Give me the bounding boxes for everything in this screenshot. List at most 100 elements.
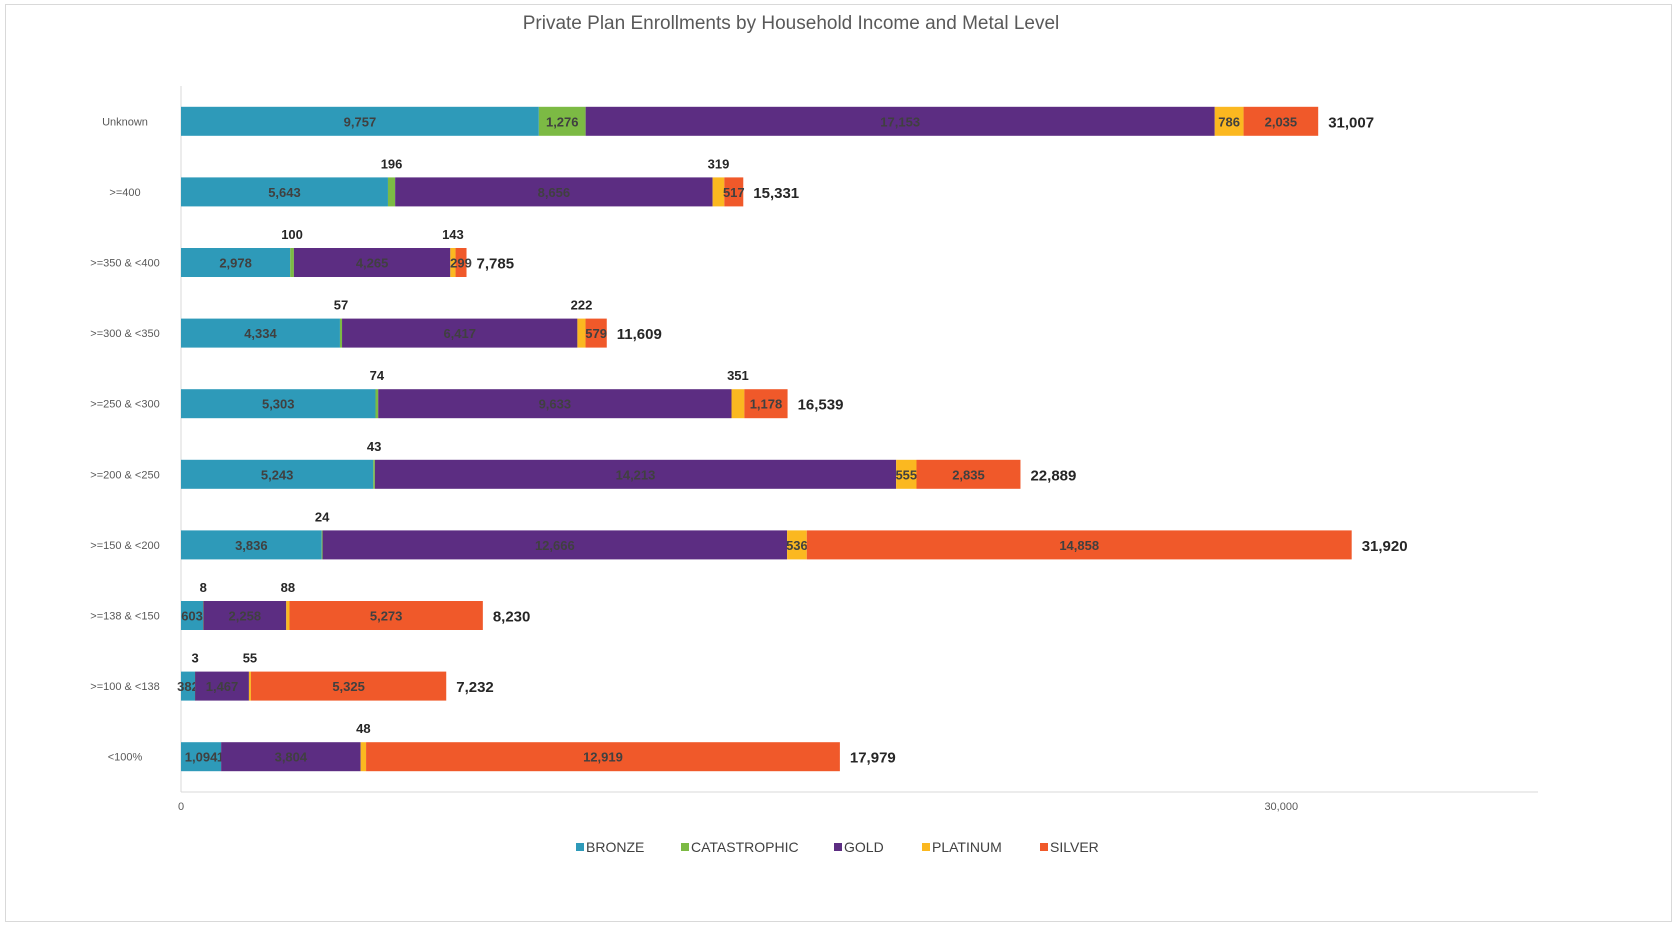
data-label-silver: 5,325 xyxy=(332,679,365,694)
data-label-catastrophic: 3 xyxy=(191,651,198,666)
x-tick-label: 0 xyxy=(178,801,184,813)
data-label-bronze: 5,643 xyxy=(268,185,301,200)
legend-swatch-bronze xyxy=(576,843,584,851)
data-label-platinum: 143 xyxy=(442,227,464,242)
bar-bronze xyxy=(181,177,388,207)
bar-catastrophic xyxy=(290,248,294,277)
bar-gold xyxy=(378,389,732,419)
category-label: >=200 & <250 xyxy=(90,469,159,481)
data-label-gold: 2,258 xyxy=(229,609,262,624)
data-label-bronze: 2,978 xyxy=(219,256,252,271)
category-label: >=150 & <200 xyxy=(90,540,159,552)
bar-bronze xyxy=(181,459,374,489)
bar-silver xyxy=(289,601,483,630)
bar-platinum xyxy=(712,177,725,207)
legend-label-platinum: PLATINUM xyxy=(932,839,1002,855)
data-label-gold: 9,633 xyxy=(539,397,572,412)
data-label-platinum: 536 xyxy=(786,538,808,553)
bar-silver xyxy=(455,248,467,277)
data-label-platinum: 88 xyxy=(281,580,295,595)
bar-platinum xyxy=(577,318,586,348)
data-label-silver: 2,035 xyxy=(1265,114,1298,129)
legend-label-gold: GOLD xyxy=(844,839,884,855)
data-label-catastrophic: 57 xyxy=(334,298,348,313)
bar-bronze xyxy=(181,248,291,277)
total-label: 7,785 xyxy=(477,256,515,273)
bar-silver xyxy=(744,389,788,419)
data-label-silver: 579 xyxy=(585,326,607,341)
x-tick-label: 30,000 xyxy=(1264,801,1298,813)
category-label: >=138 & <150 xyxy=(90,611,159,623)
bar-gold xyxy=(221,742,361,772)
data-label-platinum: 786 xyxy=(1218,114,1240,129)
bar-catastrophic xyxy=(375,389,379,419)
bar-catastrophic xyxy=(321,530,323,560)
data-label-gold: 12,666 xyxy=(535,538,575,553)
data-label-platinum: 319 xyxy=(708,156,730,171)
category-label: Unknown xyxy=(102,116,148,128)
data-label-silver: 14,858 xyxy=(1059,538,1099,553)
bar-platinum xyxy=(896,459,917,489)
data-label-catastrophic: 8 xyxy=(200,580,207,595)
data-label-catastrophic: 43 xyxy=(367,439,381,454)
bar-silver xyxy=(724,177,744,207)
data-label-bronze: 1,094 xyxy=(185,750,218,765)
legend-label-catastrophic: CATASTROPHIC xyxy=(691,839,799,855)
bar-catastrophic xyxy=(387,177,396,207)
data-label-platinum: 351 xyxy=(727,368,749,383)
category-label: >=250 & <300 xyxy=(90,399,159,411)
category-label: >=300 & <350 xyxy=(90,328,159,340)
bar-gold xyxy=(293,248,451,277)
chart-frame: Private Plan Enrollments by Household In… xyxy=(5,4,1672,922)
legend-swatch-silver xyxy=(1040,843,1048,851)
bar-catastrophic xyxy=(373,459,375,489)
data-label-catastrophic: 1,276 xyxy=(546,114,579,129)
data-label-gold: 8,656 xyxy=(538,185,571,200)
bar-catastrophic xyxy=(203,601,204,630)
legend-swatch-catastrophic xyxy=(681,843,689,851)
bar-silver xyxy=(806,530,1352,560)
bar-gold xyxy=(374,459,897,489)
total-label: 16,539 xyxy=(798,397,844,414)
bar-catastrophic xyxy=(339,318,343,348)
data-label-catastrophic: 74 xyxy=(370,368,385,383)
bar-platinum xyxy=(248,671,251,701)
bar-platinum xyxy=(450,248,456,277)
bar-gold xyxy=(203,601,287,630)
legend-label-silver: SILVER xyxy=(1050,839,1099,855)
data-label-silver: 12,919 xyxy=(583,750,623,765)
category-label: >=400 xyxy=(109,187,140,199)
bar-silver xyxy=(1243,106,1319,136)
data-label-catastrophic: 100 xyxy=(281,227,303,242)
total-label: 31,920 xyxy=(1362,538,1408,555)
bar-bronze xyxy=(181,106,539,136)
data-label-bronze: 5,243 xyxy=(261,467,294,482)
data-label-catastrophic: 24 xyxy=(315,509,330,524)
bar-catastrophic xyxy=(538,106,586,136)
data-label-silver: 517 xyxy=(723,185,745,200)
data-label-gold: 17,153 xyxy=(880,114,920,129)
bar-silver xyxy=(250,671,447,701)
bar-gold xyxy=(395,177,713,207)
data-label-platinum: 222 xyxy=(571,298,593,313)
data-label-platinum: 55 xyxy=(243,651,257,666)
bar-bronze xyxy=(181,389,376,419)
data-label-gold: 3,804 xyxy=(275,750,308,765)
total-label: 17,979 xyxy=(850,750,896,767)
data-label-silver: 2,835 xyxy=(952,467,985,482)
data-label-catastrophic: 196 xyxy=(381,156,403,171)
category-label: <100% xyxy=(108,752,143,764)
category-label: >=350 & <400 xyxy=(90,258,159,270)
bar-gold xyxy=(195,671,249,701)
legend-label-bronze: BRONZE xyxy=(586,839,644,855)
bar-silver xyxy=(916,459,1021,489)
data-label-bronze: 5,303 xyxy=(262,397,295,412)
bar-silver xyxy=(366,742,840,772)
total-label: 7,232 xyxy=(456,679,494,696)
bar-platinum xyxy=(787,530,807,560)
bar-platinum xyxy=(731,389,745,419)
chart-canvas: Private Plan Enrollments by Household In… xyxy=(90,13,1538,855)
data-label-platinum: 48 xyxy=(356,721,370,736)
data-label-bronze: 603 xyxy=(181,609,203,624)
legend-swatch-gold xyxy=(834,843,842,851)
